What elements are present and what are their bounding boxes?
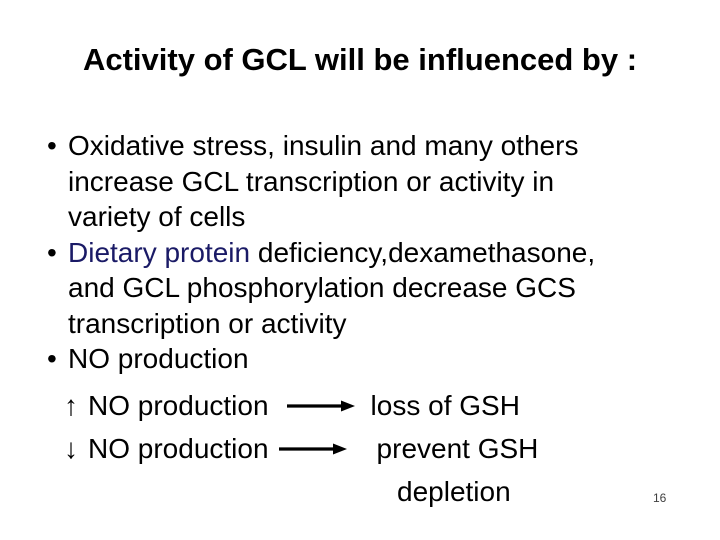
bullet-list: • Oxidative stress, insulin and many othe… [47,128,707,377]
bullet-text: and GCL phosphorylation decrease GCS [68,272,576,303]
diagram-row-down: ↓ NO production prevent GSH [64,427,538,470]
diagram-text: NO production [88,432,269,464]
bullet-marker: • [47,130,57,161]
right-arrow-icon [286,400,355,411]
slide-title: Activity of GCL will be influenced by : [82,42,638,77]
diagram-result-continued: depletion [397,475,511,507]
down-arrow-icon: ↓ [64,432,78,464]
bullet-text: increase GCL transcription or activity i… [68,165,555,197]
bullet-item-dietary-line2: and GCL phosphorylation decrease GCS [47,270,707,306]
bullet-item-oxidative-line1: • Oxidative stress, insulin and many othe… [47,128,707,164]
bullet-text: deficiency,dexamethasone, [250,236,596,268]
bullet-item-oxidative-line3: variety of cells [47,199,707,235]
diagram-row-depletion: depletion [64,470,538,513]
bullet-marker: • [47,343,57,374]
diagram-row-up: ↑ NO production loss of GSH [64,384,538,427]
bullet-text: variety of cells [68,201,246,232]
bullet-item-dietary-line1: • Dietary protein deficiency,dexamethason… [47,235,707,271]
bullet-marker: • [47,236,57,268]
diagram-text: NO production [88,389,269,421]
right-arrow-icon [278,443,347,454]
no-production-diagram: ↑ NO production loss of GSH ↓ NO product… [64,384,538,513]
bullet-item-no-production: • NO production [47,341,707,377]
bullet-text: Oxidative stress, insulin and many other… [68,130,579,161]
bullet-item-dietary-line3: transcription or activity [47,306,707,342]
emphasis-dietary-protein: Dietary protein [68,236,251,268]
page-number: 16 [653,491,667,505]
bullet-text: NO production [68,343,249,374]
diagram-result: prevent GSH [376,432,539,464]
bullet-text: transcription or activity [68,307,347,339]
diagram-result: loss of GSH [370,389,520,421]
bullet-item-oxidative-line2: increase GCL transcription or activity i… [47,164,707,200]
up-arrow-icon: ↑ [64,389,78,421]
